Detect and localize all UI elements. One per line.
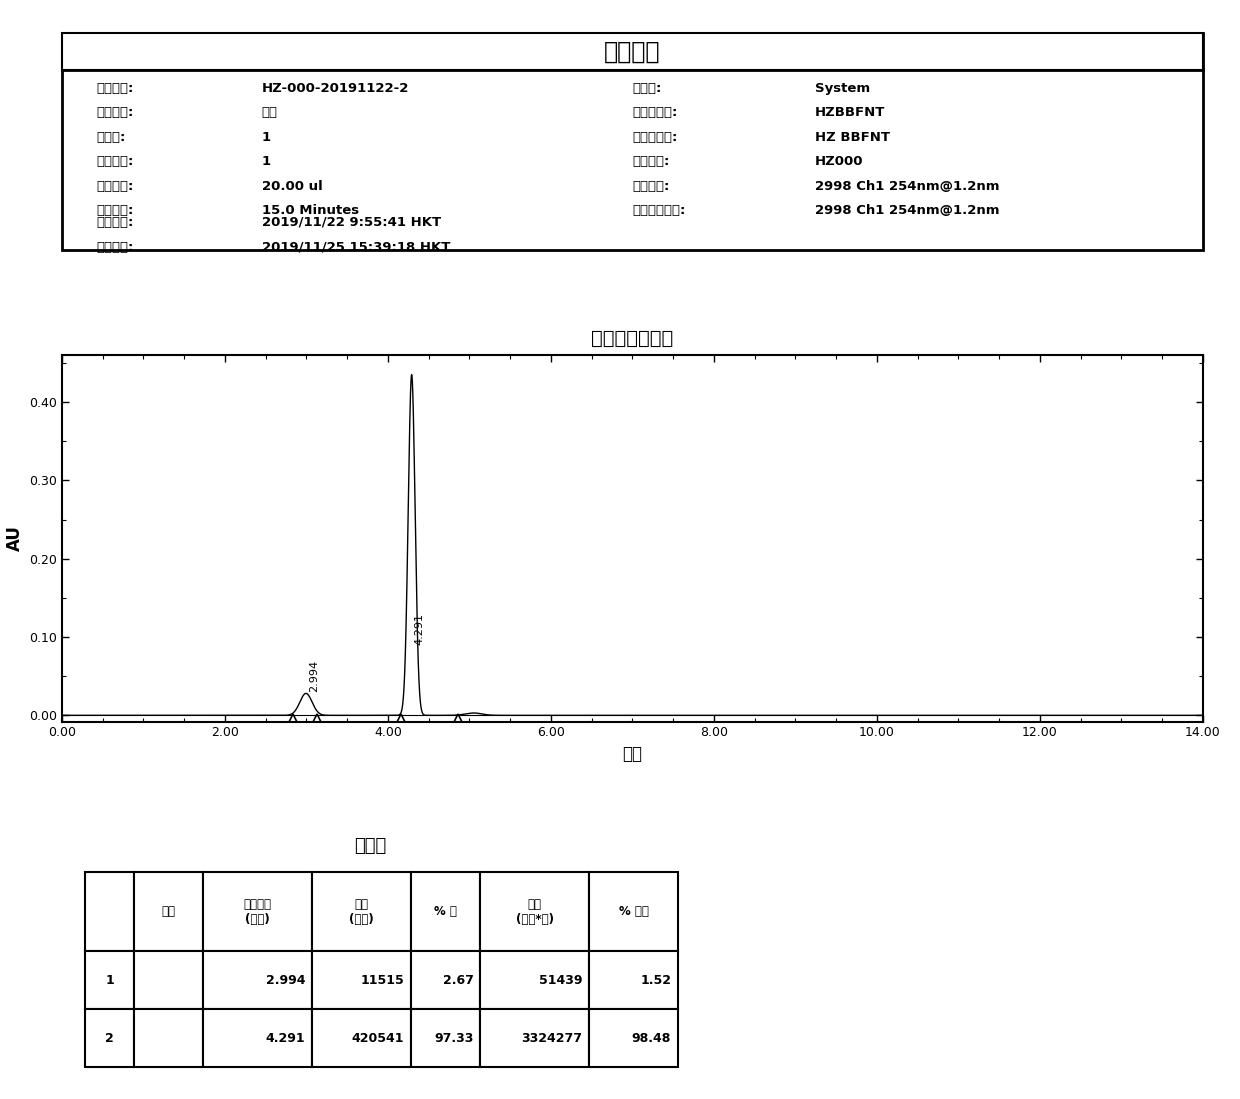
Bar bbox=[312, 873, 412, 951]
Text: System: System bbox=[815, 81, 870, 95]
Bar bbox=[480, 1009, 589, 1067]
Bar bbox=[412, 1009, 480, 1067]
Text: HZBBFNT: HZBBFNT bbox=[815, 107, 885, 119]
Text: 98.48: 98.48 bbox=[632, 1032, 671, 1044]
Bar bbox=[312, 951, 412, 1009]
Text: 进样体积:: 进样体积: bbox=[97, 179, 134, 192]
Text: 运行时间:: 运行时间: bbox=[97, 204, 134, 218]
Text: 51439: 51439 bbox=[538, 974, 583, 987]
Text: 进样次数:: 进样次数: bbox=[97, 155, 134, 168]
Bar bbox=[134, 1009, 203, 1067]
Text: % 高: % 高 bbox=[434, 906, 458, 918]
Text: HZ BBFNT: HZ BBFNT bbox=[815, 131, 890, 144]
Bar bbox=[84, 951, 134, 1009]
Text: 1: 1 bbox=[105, 974, 114, 987]
Text: 样品名称:: 样品名称: bbox=[97, 81, 134, 95]
Bar bbox=[412, 951, 480, 1009]
Bar bbox=[312, 1009, 412, 1067]
Bar bbox=[134, 951, 203, 1009]
Text: 通道名称:: 通道名称: bbox=[632, 179, 670, 192]
Text: 2019/11/22 9:55:41 HKT: 2019/11/22 9:55:41 HKT bbox=[262, 217, 440, 229]
Title: 自动缩放色谱图: 自动缩放色谱图 bbox=[591, 329, 673, 348]
Text: 处理方法:: 处理方法: bbox=[632, 155, 670, 168]
Text: 15.0 Minutes: 15.0 Minutes bbox=[262, 204, 358, 218]
Bar bbox=[589, 951, 678, 1009]
Text: 1.52: 1.52 bbox=[640, 974, 671, 987]
Text: 处理时间:: 处理时间: bbox=[97, 241, 134, 254]
Text: 4.291: 4.291 bbox=[415, 613, 425, 645]
Bar bbox=[62, 33, 1203, 70]
Text: 样品瓶:: 样品瓶: bbox=[97, 131, 125, 144]
Bar bbox=[480, 951, 589, 1009]
Text: 2.994: 2.994 bbox=[309, 659, 319, 692]
Text: 采集方法组:: 采集方法组: bbox=[632, 131, 678, 144]
Text: 未知: 未知 bbox=[262, 107, 278, 119]
Text: 97.33: 97.33 bbox=[434, 1032, 474, 1044]
Text: 1: 1 bbox=[262, 131, 270, 144]
Text: 处理通道说明:: 处理通道说明: bbox=[632, 204, 686, 218]
Text: 保留时间
(分钟): 保留时间 (分钟) bbox=[244, 898, 272, 925]
Bar bbox=[589, 873, 678, 951]
Bar bbox=[203, 873, 312, 951]
Text: 2019/11/25 15:39:18 HKT: 2019/11/25 15:39:18 HKT bbox=[262, 241, 450, 254]
Text: 名称: 名称 bbox=[162, 906, 176, 918]
Bar bbox=[134, 873, 203, 951]
Text: 2.994: 2.994 bbox=[265, 974, 305, 987]
Bar bbox=[84, 1009, 134, 1067]
Text: 4.291: 4.291 bbox=[265, 1032, 305, 1044]
Bar bbox=[203, 951, 312, 1009]
Bar bbox=[589, 1009, 678, 1067]
Text: 采集时间:: 采集时间: bbox=[97, 217, 134, 229]
Text: 样品组名称:: 样品组名称: bbox=[632, 107, 678, 119]
Y-axis label: AU: AU bbox=[6, 525, 24, 552]
Text: 3324277: 3324277 bbox=[521, 1032, 583, 1044]
Text: 2.67: 2.67 bbox=[443, 974, 474, 987]
Text: 20.00 ul: 20.00 ul bbox=[262, 179, 322, 192]
Text: 面积
(微伏*秒): 面积 (微伏*秒) bbox=[516, 898, 554, 925]
Text: 2: 2 bbox=[105, 1032, 114, 1044]
Text: 11515: 11515 bbox=[361, 974, 404, 987]
Bar bbox=[203, 1009, 312, 1067]
Text: 采集者:: 采集者: bbox=[632, 81, 662, 95]
Bar bbox=[412, 873, 480, 951]
Text: 2998 Ch1 254nm@1.2nm: 2998 Ch1 254nm@1.2nm bbox=[815, 179, 999, 192]
Text: 峰结果: 峰结果 bbox=[353, 837, 386, 855]
Text: 样品类型:: 样品类型: bbox=[97, 107, 134, 119]
Text: HZ-000-20191122-2: HZ-000-20191122-2 bbox=[262, 81, 409, 95]
Text: 2998 Ch1 254nm@1.2nm: 2998 Ch1 254nm@1.2nm bbox=[815, 204, 999, 218]
Bar bbox=[84, 873, 134, 951]
Text: 高度
(微伏): 高度 (微伏) bbox=[350, 898, 374, 925]
Text: 420541: 420541 bbox=[352, 1032, 404, 1044]
Text: HZ000: HZ000 bbox=[815, 155, 863, 168]
Bar bbox=[480, 873, 589, 951]
Text: 样品信息: 样品信息 bbox=[604, 40, 661, 64]
X-axis label: 分钟: 分钟 bbox=[622, 745, 642, 763]
Text: 1: 1 bbox=[262, 155, 270, 168]
Text: % 面积: % 面积 bbox=[619, 906, 649, 918]
